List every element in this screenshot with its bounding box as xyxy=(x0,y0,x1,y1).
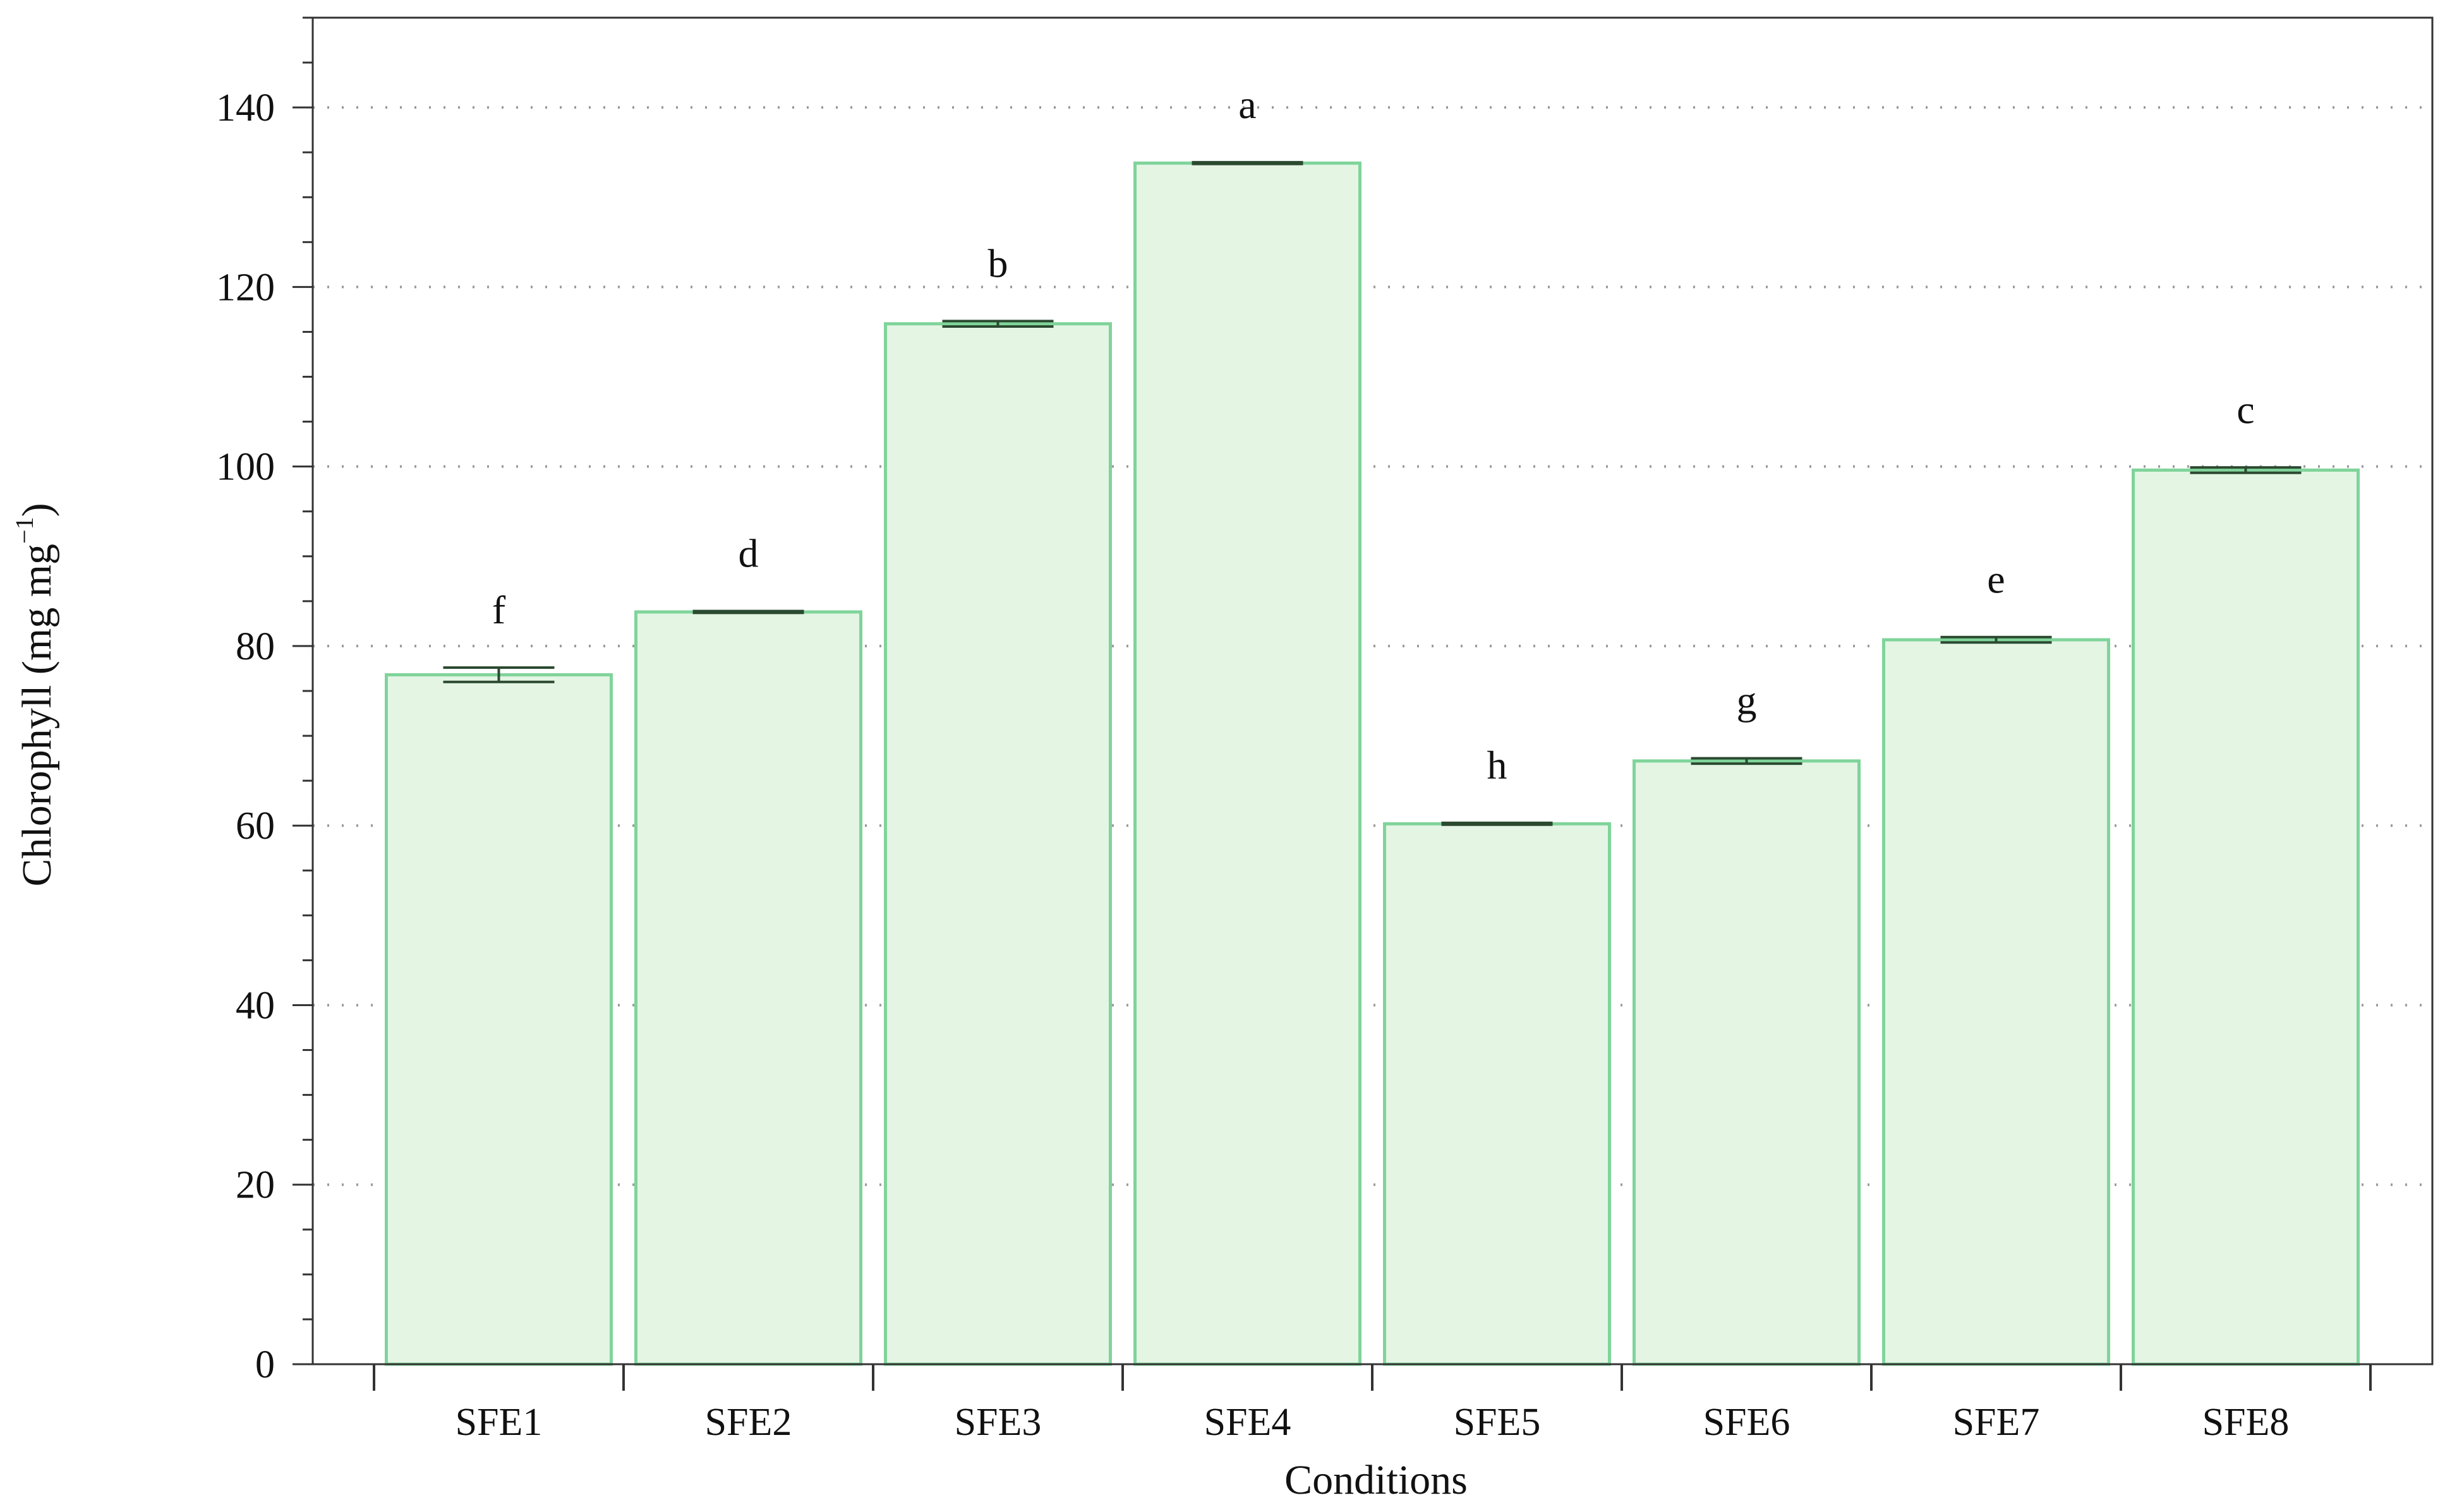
bar-sfe2 xyxy=(634,610,862,1366)
plot-frame xyxy=(311,16,2434,1365)
grid-lines xyxy=(313,106,2432,1186)
y-tick-label-40: 40 xyxy=(236,984,275,1027)
bar-sfe4 xyxy=(1133,161,1361,1366)
y-axis-title: Chlorophyll (mg mg−1) xyxy=(10,503,60,886)
y-tick-label-0: 0 xyxy=(255,1343,275,1386)
y-tick-label-60: 60 xyxy=(236,805,275,848)
bar-sfe8 xyxy=(2132,468,2360,1366)
x-tick-label-sfe3: SFE3 xyxy=(955,1401,1042,1444)
bar-sfe6 xyxy=(1633,759,1861,1366)
significance-label-sfe3: b xyxy=(988,241,1008,285)
y-tick-label-80: 80 xyxy=(236,625,275,668)
bars xyxy=(385,160,2360,1366)
y-axis-title-superscript: −1 xyxy=(10,517,39,544)
y-axis-title-main: Chlorophyll (mg mg xyxy=(14,544,60,887)
significance-label-sfe1: f xyxy=(492,587,506,632)
y-tick-label-100: 100 xyxy=(216,446,275,489)
significance-label-sfe8: c xyxy=(2237,387,2254,432)
significance-label-sfe7: e xyxy=(1987,557,2005,602)
significance-label-sfe6: g xyxy=(1737,678,1757,723)
x-tick-label-sfe5: SFE5 xyxy=(1454,1401,1541,1444)
y-tick-label-120: 120 xyxy=(216,266,275,309)
labels: 0 20 40 60 80 100 120 140 f SFE1 d SFE2 b SFE3 a SFE4 h S… xyxy=(216,82,2289,1444)
significance-label-sfe5: h xyxy=(1487,743,1507,788)
y-tick-label-140: 140 xyxy=(216,87,275,129)
axes xyxy=(293,16,2434,1391)
x-tick-label-sfe8: SFE8 xyxy=(2202,1401,2290,1444)
x-tick-label-sfe1: SFE1 xyxy=(456,1401,543,1444)
x-tick-label-sfe6: SFE6 xyxy=(1703,1401,1790,1444)
x-tick-label-sfe4: SFE4 xyxy=(1204,1401,1291,1444)
x-tick-label-sfe2: SFE2 xyxy=(705,1401,792,1444)
x-tick-label-sfe7: SFE7 xyxy=(1953,1401,2040,1444)
y-axis-title-close: ) xyxy=(14,503,60,517)
significance-label-sfe4: a xyxy=(1238,82,1256,127)
bar-sfe5 xyxy=(1383,822,1611,1366)
bar-sfe3 xyxy=(884,322,1112,1366)
x-axis-title: Conditions xyxy=(1284,1457,1468,1503)
significance-label-sfe2: d xyxy=(739,531,759,576)
bar-sfe1 xyxy=(385,673,613,1366)
y-tick-label-20: 20 xyxy=(236,1164,275,1207)
bar-sfe7 xyxy=(1882,638,2110,1366)
